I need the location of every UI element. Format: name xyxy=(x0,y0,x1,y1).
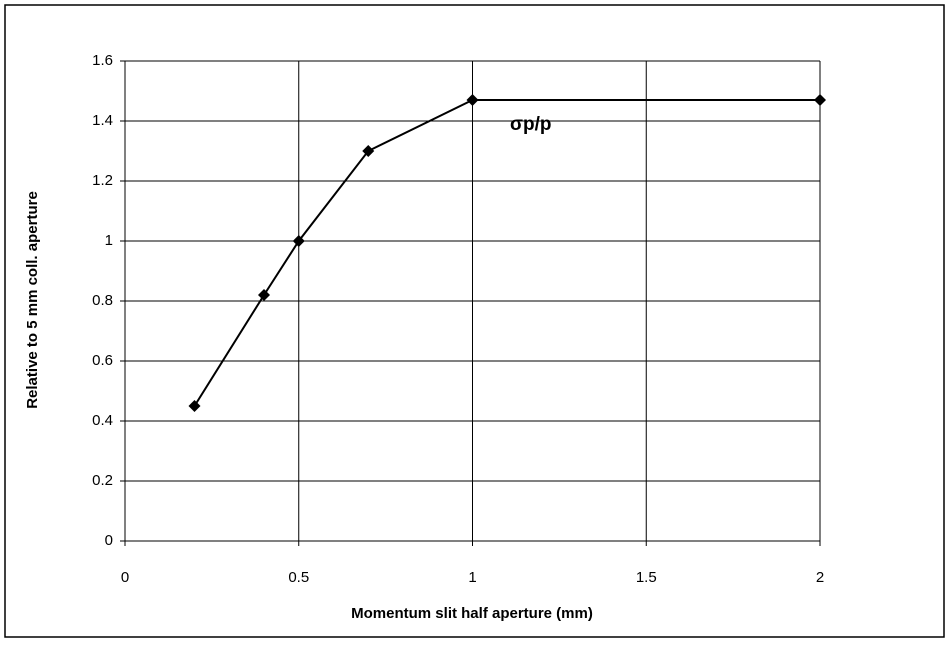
annotation: σp/p xyxy=(510,114,552,135)
marker xyxy=(292,235,305,247)
y-tick-label: 1.4 xyxy=(92,112,113,129)
x-tick-label: 0.5 xyxy=(288,569,309,586)
y-tick-label: 1 xyxy=(105,232,113,249)
y-axis-label: Relative to 5 mm coll. aperture xyxy=(24,191,41,409)
marker xyxy=(258,289,270,301)
marker xyxy=(466,94,479,106)
line xyxy=(193,99,820,407)
y-tick-label: 0.6 xyxy=(92,352,113,369)
x-tick-label: 1 xyxy=(468,569,476,586)
y-tick-label: 1.2 xyxy=(92,172,113,189)
frame xyxy=(4,4,945,638)
x-tick-label: 2 xyxy=(816,569,824,586)
x-axis-label: Momentum slit half aperture (mm) xyxy=(351,605,593,622)
x-tick-label: 0 xyxy=(121,569,129,586)
x-tick-label: 1.5 xyxy=(636,569,657,586)
y-tick-label: 0.2 xyxy=(92,472,113,489)
y-tick-label: 0.8 xyxy=(92,292,113,309)
y-tick-label: 0 xyxy=(105,532,113,549)
y-tick-label: 1.6 xyxy=(92,52,113,69)
marker xyxy=(814,94,826,106)
marker xyxy=(188,400,201,412)
y-tick-label: 0.4 xyxy=(92,412,113,429)
marker xyxy=(362,145,375,157)
